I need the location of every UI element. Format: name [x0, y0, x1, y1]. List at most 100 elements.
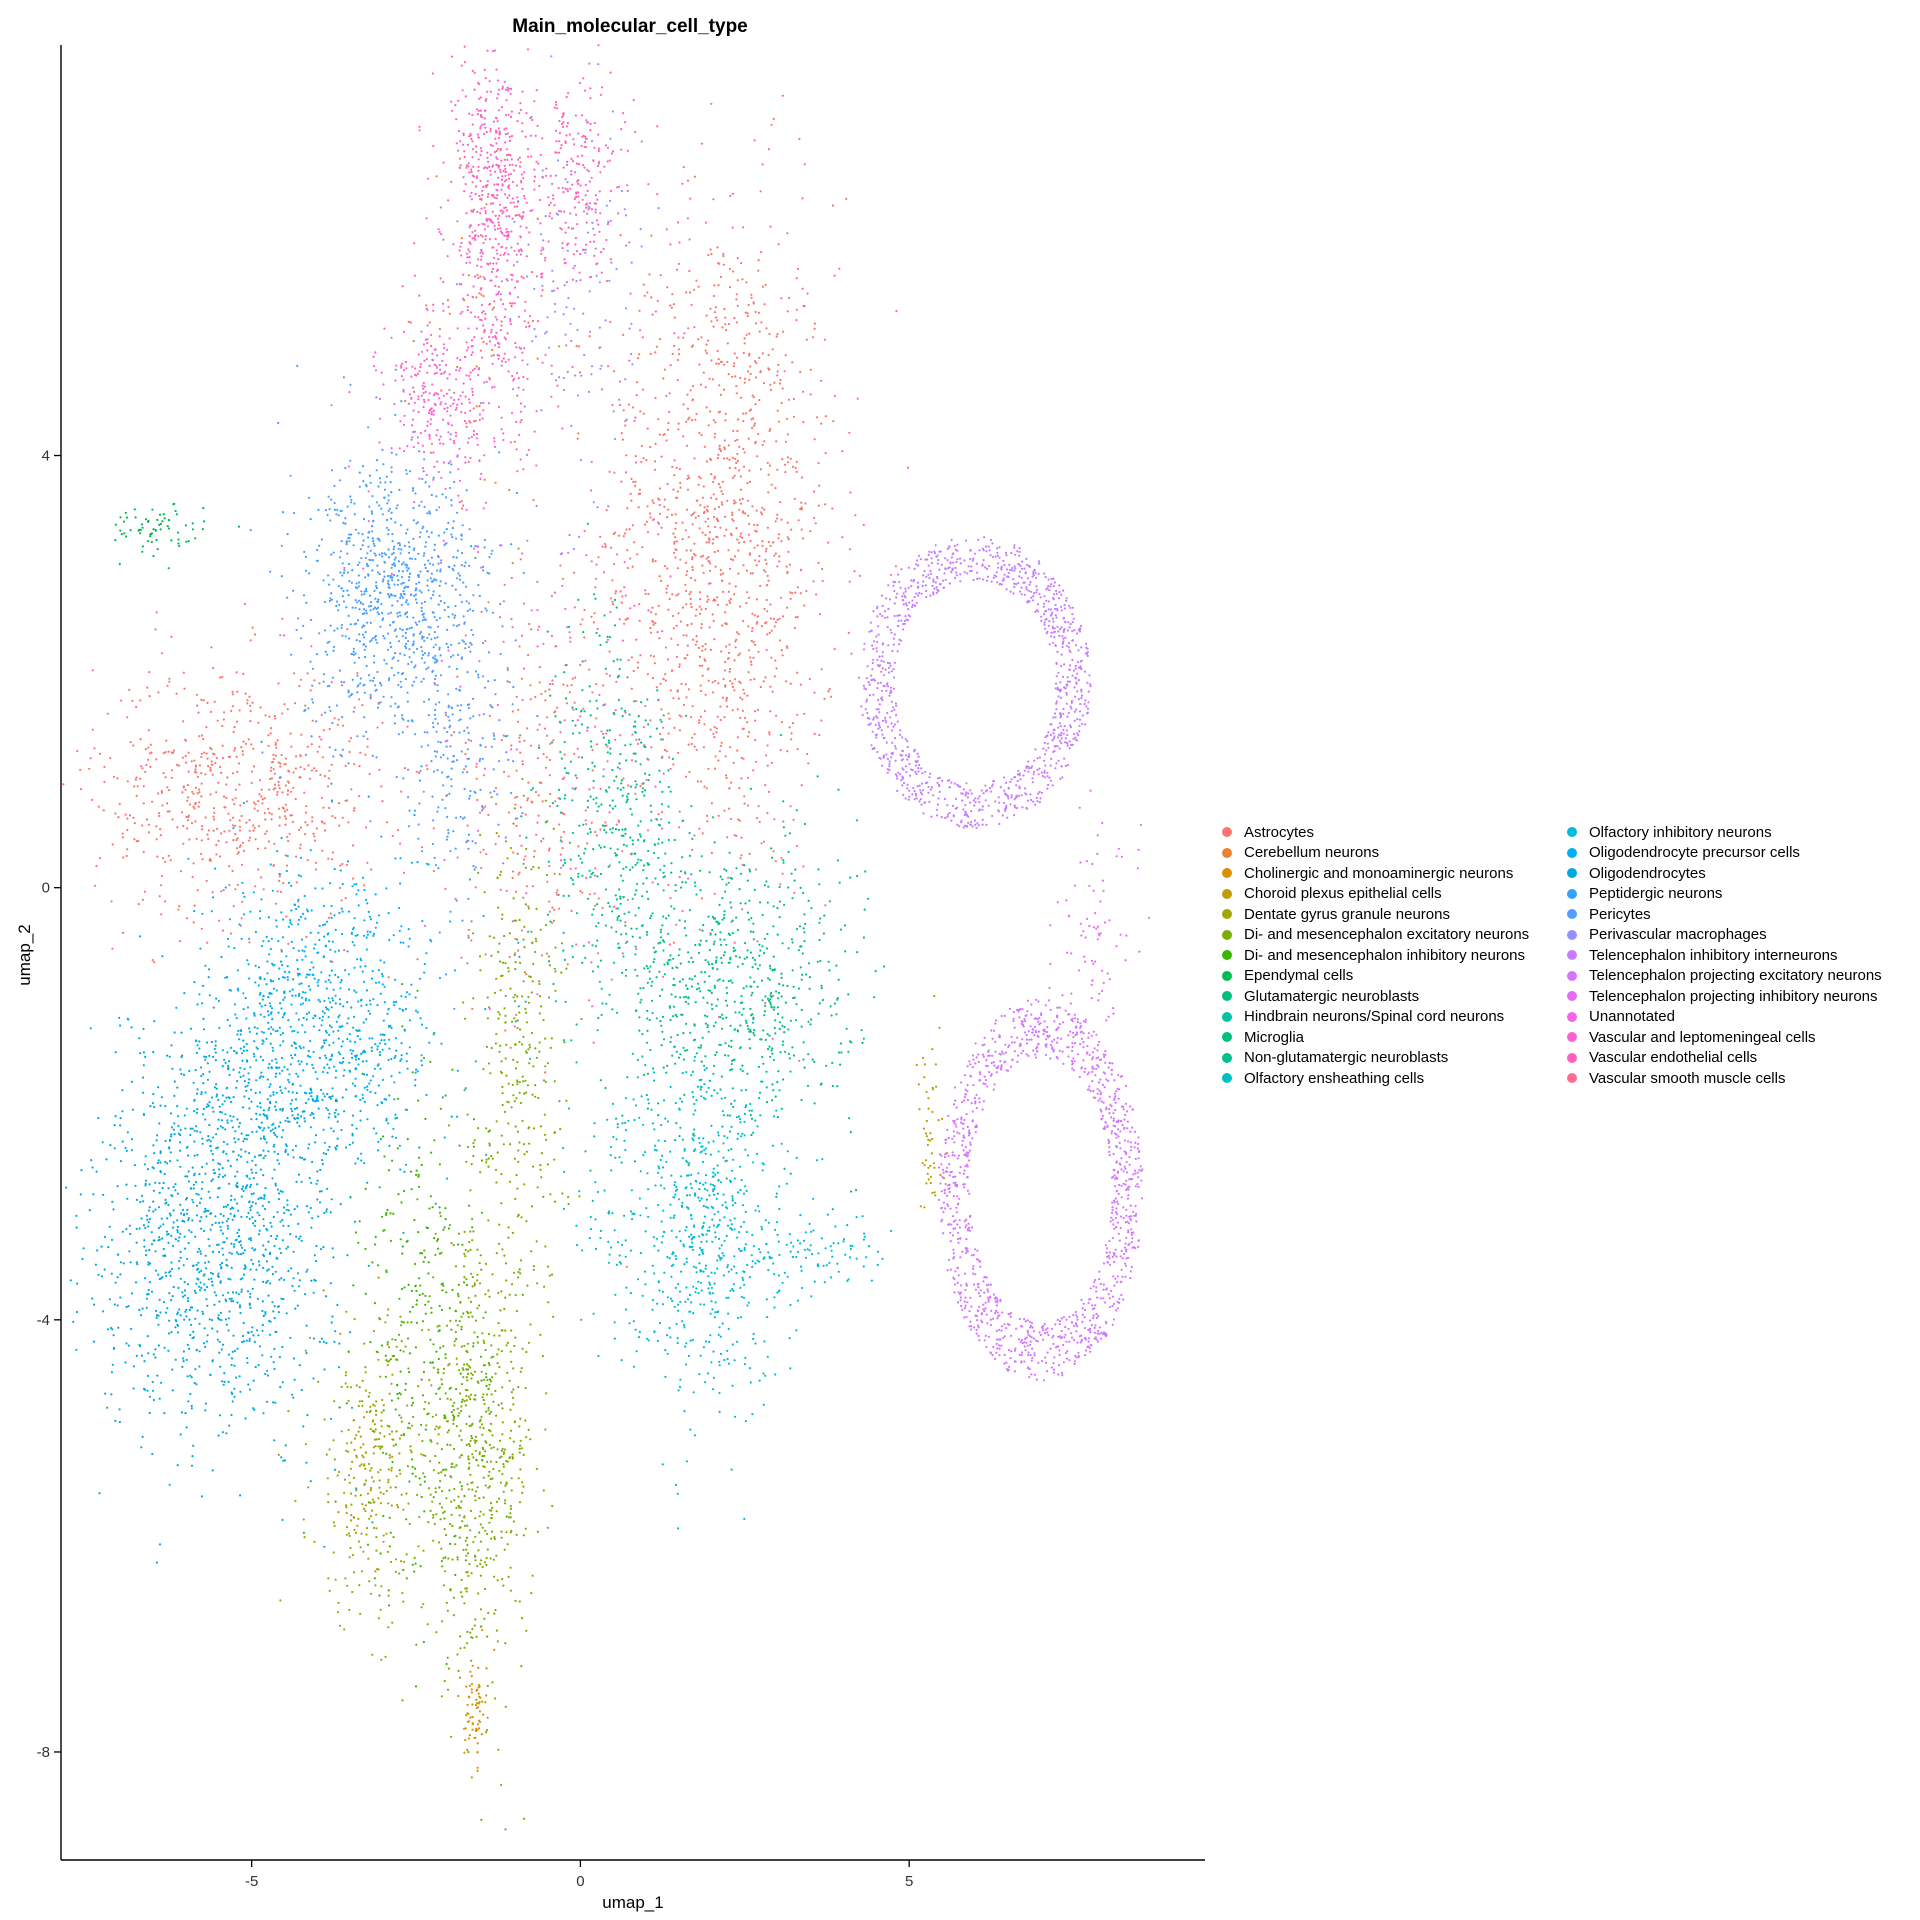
data-point [678, 665, 681, 668]
data-point [409, 1170, 413, 1173]
data-point [223, 711, 226, 714]
data-point [642, 986, 645, 990]
data-point [502, 1584, 505, 1587]
data-point [522, 1143, 526, 1146]
data-point [691, 978, 694, 981]
data-point [634, 720, 637, 723]
data-point [421, 1439, 424, 1443]
data-point [458, 1456, 461, 1459]
data-point [675, 521, 678, 525]
data-point [746, 911, 750, 914]
data-point [485, 1161, 488, 1164]
data-point [478, 1531, 481, 1534]
data-point [706, 820, 709, 823]
data-point [397, 1333, 401, 1336]
data-point [427, 1402, 430, 1405]
data-point [551, 921, 554, 924]
data-point [823, 338, 827, 341]
data-point [720, 1027, 724, 1030]
data-point [483, 1617, 486, 1620]
data-point [670, 513, 674, 517]
data-point [744, 902, 747, 905]
data-point [527, 930, 530, 933]
data-point [619, 658, 622, 661]
data-point [544, 1428, 547, 1431]
data-point [478, 1453, 481, 1456]
data-point [663, 864, 666, 867]
data-point [450, 1513, 453, 1516]
data-point [517, 547, 520, 550]
data-point [769, 967, 772, 970]
data-point [184, 738, 187, 741]
data-point [666, 1064, 669, 1067]
data-point [759, 251, 763, 254]
data-point [132, 816, 135, 820]
data-point [701, 1036, 704, 1039]
data-point [423, 1510, 426, 1513]
data-point [276, 890, 279, 893]
data-point [799, 568, 803, 572]
data-point [467, 934, 470, 937]
data-point [581, 618, 584, 621]
data-point [323, 829, 327, 832]
data-point [755, 622, 758, 625]
data-point [455, 1363, 458, 1366]
data-point [498, 1439, 502, 1442]
series-glutamatergic-neuroblasts [504, 522, 688, 952]
data-point [460, 1409, 463, 1413]
data-point [724, 999, 728, 1002]
data-point [721, 572, 725, 575]
data-point [538, 746, 541, 750]
data-point [198, 791, 201, 794]
data-point [407, 1502, 410, 1505]
data-point [474, 1517, 477, 1520]
data-point [525, 973, 528, 976]
data-point [719, 568, 722, 572]
data-point [691, 385, 695, 388]
data-point [472, 1342, 475, 1345]
data-point [475, 1458, 478, 1461]
data-point [694, 579, 697, 582]
data-point [353, 807, 356, 810]
data-point [638, 309, 641, 312]
data-point [672, 957, 675, 960]
data-point [619, 788, 622, 791]
data-point [515, 1174, 518, 1177]
data-point [687, 418, 690, 421]
data-point [775, 714, 778, 717]
data-point [599, 787, 602, 791]
data-point [801, 952, 804, 955]
data-point [454, 1265, 458, 1268]
data-point [432, 1496, 435, 1499]
data-point [802, 420, 805, 424]
data-point [578, 371, 582, 374]
data-point [719, 875, 722, 878]
data-point [190, 760, 193, 763]
data-point [641, 546, 644, 549]
data-point [616, 1123, 619, 1126]
data-point [763, 303, 766, 306]
data-point [457, 1414, 460, 1417]
data-point [519, 1101, 523, 1105]
data-point [434, 1232, 437, 1235]
data-point [387, 1308, 390, 1311]
data-point [849, 876, 852, 879]
data-point [725, 986, 728, 989]
data-point [750, 639, 753, 643]
data-point [724, 323, 727, 326]
data-point [442, 1511, 445, 1514]
data-point [513, 1344, 516, 1348]
data-point [690, 873, 693, 876]
data-point [476, 1248, 479, 1251]
data-point [752, 417, 755, 420]
data-point [677, 954, 680, 957]
data-point [566, 370, 569, 373]
data-point [417, 1545, 420, 1548]
data-point [479, 1608, 482, 1611]
data-point [673, 1005, 676, 1008]
data-point [155, 538, 158, 542]
data-point [735, 916, 738, 919]
data-point [268, 788, 271, 791]
data-point [486, 195, 489, 198]
data-point [764, 622, 767, 625]
